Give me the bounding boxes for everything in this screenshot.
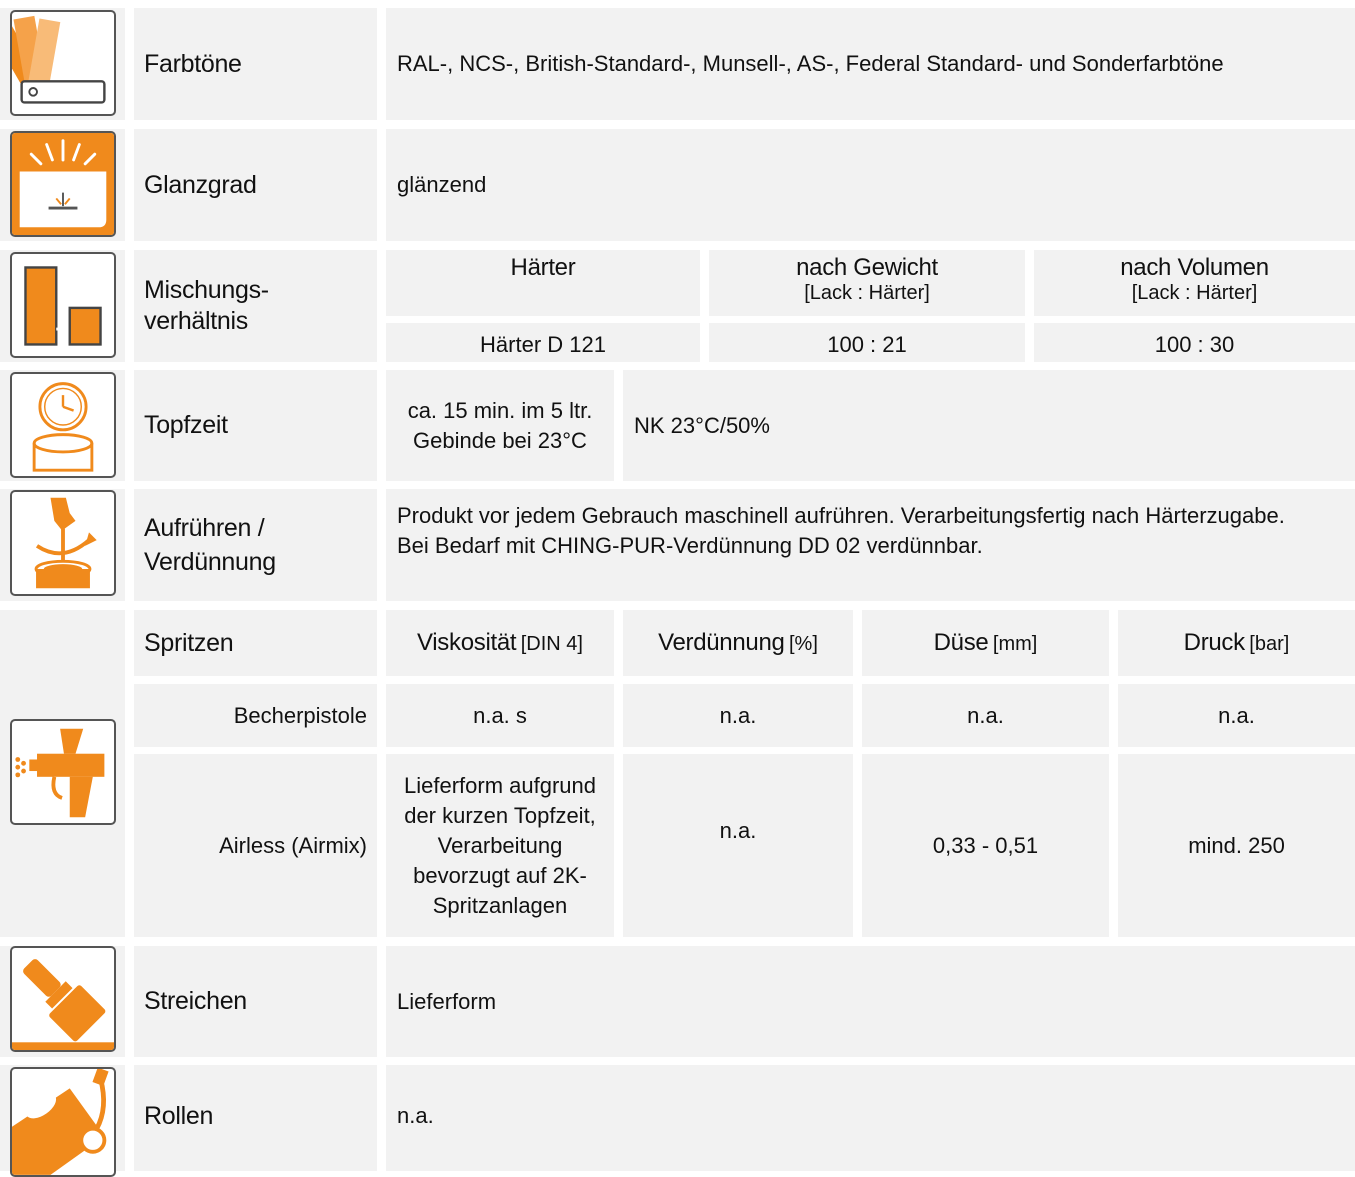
icon-cell-mischung (0, 250, 125, 362)
becher-value: n.a. (967, 702, 1004, 728)
topfzeit-value-cell: ca. 15 min. im 5 ltr. Gebinde bei 23°C (386, 370, 614, 481)
mischung-header-haerter: Härter (386, 250, 700, 316)
stirring-icon (10, 490, 116, 596)
airless-viskositaet: Lieferform aufgrund der kurzen Topfzeit,… (386, 754, 614, 937)
mischung-value-volumen: 100 : 30 (1034, 323, 1355, 362)
topfzeit-label: Topfzeit (144, 411, 228, 439)
farbtoene-label: Farbtöne (144, 49, 242, 78)
label-cell-streichen: Streichen (134, 946, 377, 1057)
spritzen-header-druck: Druck [bar] (1118, 610, 1355, 676)
mischung-value: 100 : 30 (1154, 331, 1235, 357)
becher-druck: n.a. (1118, 684, 1355, 747)
becher-viskositaet: n.a. s (386, 684, 614, 747)
mischung-value: Härter D 121 (480, 331, 606, 357)
airless-label: Airless (Airmix) (219, 832, 367, 858)
airless-value: Lieferform aufgrund der kurzen Topfzeit,… (404, 772, 596, 918)
icon-cell-aufruehren (0, 489, 125, 601)
label-cell-topfzeit: Topfzeit (134, 370, 377, 481)
mischung-header-volumen: nach Volumen [Lack : Härter] (1034, 250, 1355, 316)
streichen-value: Lieferform (397, 988, 497, 1014)
label-cell-spritzen: Spritzen (134, 610, 377, 676)
icon-cell-streichen (0, 946, 125, 1057)
value-cell-farbtoene: RAL-, NCS-, British-Standard-, Munsell-,… (386, 8, 1355, 120)
label-cell-rollen: Rollen (134, 1065, 377, 1171)
becher-verduennung: n.a. (623, 684, 853, 747)
spritzen-header-unit: [DIN 4] (520, 633, 583, 655)
value-cell-rollen: n.a. (386, 1065, 1355, 1171)
airless-value: 0,33 - 0,51 (932, 832, 1039, 858)
paint-brush-icon (10, 946, 116, 1052)
topfzeit-value: ca. 15 min. im 5 ltr. Gebinde bei 23°C (407, 397, 593, 453)
label-cell-mischung: Mischungs-verhältnis (134, 250, 377, 362)
airless-verduennung: n.a. (623, 754, 853, 937)
color-fan-icon (10, 10, 116, 116)
topfzeit-condition-cell: NK 23°C/50% (623, 370, 1355, 481)
spray-gun-icon (10, 719, 116, 825)
glanzgrad-value: glänzend (397, 172, 487, 197)
aufruehren-label: Aufrühren / Verdünnung (144, 514, 276, 576)
spritzen-header-title: Düse (933, 629, 989, 656)
label-cell-farbtoene: Farbtöne (134, 8, 377, 120)
mixing-ratio-icon (10, 252, 116, 358)
farbtoene-value: RAL-, NCS-, British-Standard-, Munsell-,… (397, 51, 1224, 76)
topfzeit-condition: NK 23°C/50% (634, 412, 770, 438)
icon-cell-spritzen (0, 610, 125, 937)
gloss-icon (10, 131, 116, 237)
mischung-header-title: nach Volumen (1120, 254, 1269, 281)
mischung-header-sub: [Lack : Härter] (804, 282, 930, 304)
becher-value: n.a. s (473, 702, 527, 728)
mischung-label: Mischungs-verhältnis (144, 276, 269, 335)
mischung-value-haerter: Härter D 121 (386, 323, 700, 362)
label-cell-glanzgrad: Glanzgrad (134, 129, 377, 241)
mischung-header-sub: [Lack : Härter] (1131, 282, 1258, 304)
icon-cell-farbtoene (0, 8, 125, 120)
glanzgrad-label: Glanzgrad (144, 170, 257, 199)
spritzen-header-verduennung: Verdünnung [%] (623, 610, 853, 676)
rollen-value: n.a. (397, 1103, 434, 1128)
airless-value: mind. 250 (1188, 832, 1285, 858)
spritzen-header-viskositaet: Viskosität [DIN 4] (386, 610, 614, 676)
aufruehren-line: Bei Bedarf mit CHING-PUR-Verdünnung DD 0… (397, 533, 983, 558)
value-cell-glanzgrad: glänzend (386, 129, 1355, 241)
mischung-header-gewicht: nach Gewicht [Lack : Härter] (709, 250, 1025, 316)
airless-druck: mind. 250 (1118, 754, 1355, 937)
mischung-value-gewicht: 100 : 21 (709, 323, 1025, 362)
mischung-header-title: Härter (510, 254, 576, 281)
aufruehren-value-cell: Produkt vor jedem Gebrauch maschinell au… (386, 489, 1355, 601)
spritzen-header-title: Verdünnung (658, 629, 785, 656)
spritzen-header-title: Viskosität (417, 629, 517, 656)
airless-value: n.a. (719, 818, 757, 843)
spritzen-header-duese: Düse [mm] (862, 610, 1109, 676)
icon-cell-rollen (0, 1065, 125, 1177)
spritzen-header-unit: [%] (789, 633, 818, 655)
streichen-label: Streichen (144, 987, 247, 1015)
becher-label: Becherpistole (233, 702, 367, 728)
pot-life-clock-icon (10, 372, 116, 478)
spritzen-header-title: Druck (1183, 629, 1245, 656)
becher-label-cell: Becherpistole (134, 684, 377, 747)
rollen-label: Rollen (144, 1101, 214, 1130)
mischung-header-title: nach Gewicht (796, 254, 938, 281)
icon-cell-glanzgrad (0, 129, 125, 241)
spritzen-label: Spritzen (144, 628, 234, 657)
becher-value: n.a. (1218, 702, 1255, 728)
airless-label-cell: Airless (Airmix) (134, 754, 377, 937)
aufruehren-line: Produkt vor jedem Gebrauch maschinell au… (397, 503, 1285, 528)
spritzen-header-unit: [mm] (992, 633, 1038, 655)
becher-value: n.a. (719, 702, 757, 728)
spritzen-header-unit: [bar] (1249, 633, 1290, 655)
value-cell-streichen: Lieferform (386, 946, 1355, 1057)
airless-duese: 0,33 - 0,51 (862, 754, 1109, 937)
paint-roller-icon (10, 1067, 116, 1177)
label-cell-aufruehren: Aufrühren / Verdünnung (134, 489, 377, 601)
becher-duese: n.a. (862, 684, 1109, 747)
icon-cell-topfzeit (0, 370, 125, 481)
mischung-value: 100 : 21 (827, 331, 907, 357)
